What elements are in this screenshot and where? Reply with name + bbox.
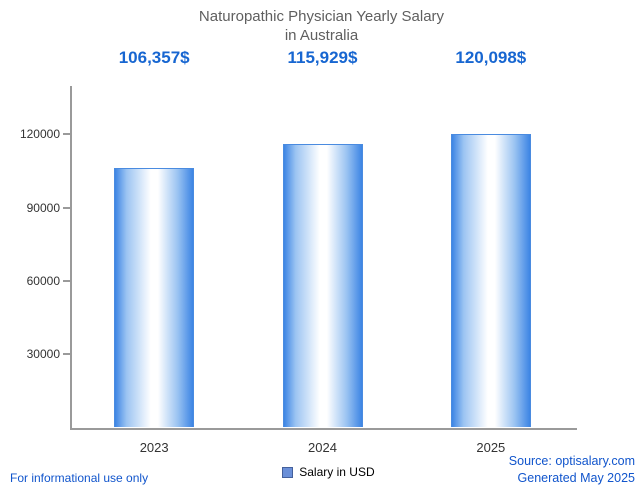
bar-value-label: 120,098$ [455,47,527,67]
chart-title: Naturopathic Physician Yearly Salary in … [0,8,643,46]
bar-value-label: 106,357$ [118,47,190,67]
legend[interactable]: Salary in USD [282,465,375,487]
plot-area [70,85,577,430]
x-tick-label: 2025 [476,439,506,455]
y-tick-mark [63,353,70,356]
x-tick-label: 2023 [139,439,169,455]
chart-title-line1: Naturopathic Physician Yearly Salary [198,8,445,25]
y-tick-label: 30000 [26,347,60,362]
generated-line: Generated May 2025 [517,471,635,486]
x-tick-label: 2024 [308,439,337,455]
source-credit[interactable]: Source: optisalary.com Generated May 202… [509,453,635,487]
y-tick-label: 120000 [19,127,60,142]
y-tick-mark [63,206,70,209]
footer-note: For informational use only [10,471,149,485]
chart-title-line2: in Australia [284,26,359,44]
legend-label: Salary in USD [299,465,375,479]
source-line: Source: optisalary.com [508,454,635,469]
y-tick-mark [63,133,70,136]
chart-footer: For informational use only Salary in USD… [10,453,635,487]
bar-value-label: 115,929$ [287,47,358,67]
legend-swatch-icon [282,466,294,478]
y-tick-mark [63,279,70,282]
bar [282,144,363,428]
bar [450,134,531,428]
y-tick-label: 60000 [26,273,60,288]
bar-chart: 30000 60000 90000 120000 106,357$ 2023 115,929… [0,48,643,462]
bar [114,167,195,428]
y-tick-label: 90000 [26,200,60,215]
